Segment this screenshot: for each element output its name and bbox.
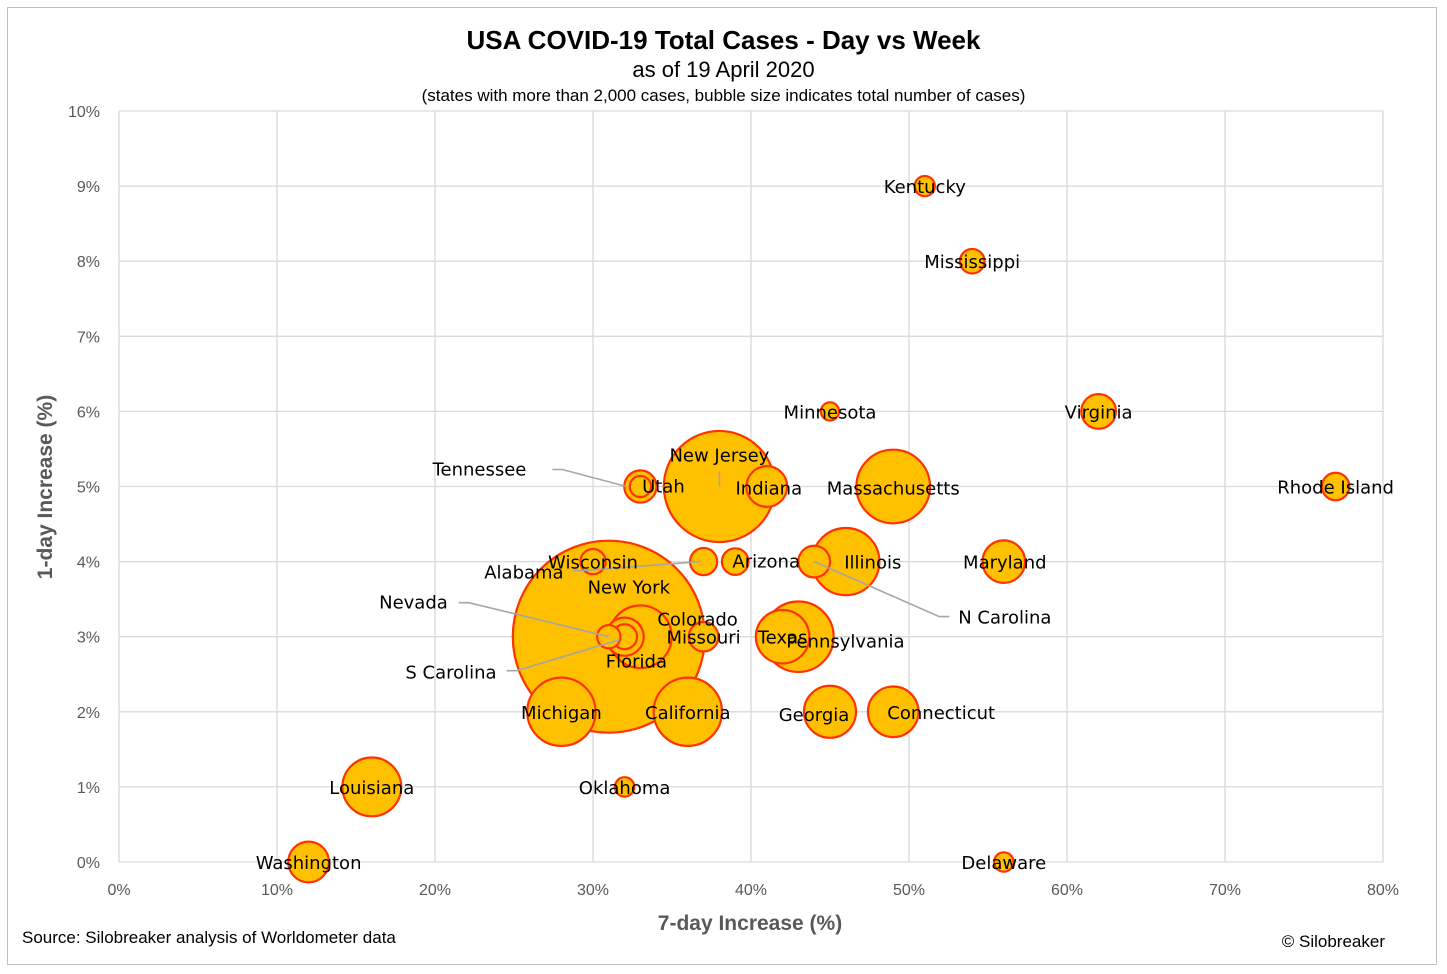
bubble-louisiana xyxy=(341,756,403,818)
leader-s-carolina xyxy=(506,638,620,672)
leader-n-carolina xyxy=(813,560,950,618)
y-tick-label: 3% xyxy=(77,630,100,647)
y-tick-label: 0% xyxy=(77,855,100,872)
label-connecticut: Connecticut xyxy=(887,703,995,724)
leader-lines xyxy=(458,468,950,672)
label-arizona: Arizona xyxy=(732,552,800,573)
bubble-maryland xyxy=(981,539,1027,584)
y-tick-label: 4% xyxy=(77,555,100,572)
label-washington: Washington xyxy=(256,853,362,874)
label-indiana: Indiana xyxy=(735,479,802,500)
y-tick-label: 1% xyxy=(77,780,100,797)
y-axis-title: 1-day Increase (%) xyxy=(34,395,57,579)
chart-subtitle: as of 19 April 2020 xyxy=(632,57,815,82)
bubble-indiana xyxy=(745,465,789,508)
chart-frame xyxy=(7,7,1437,965)
copyright-note: © Silobreaker xyxy=(1281,932,1385,951)
label-mississippi: Mississippi xyxy=(924,252,1020,273)
chart-note: (states with more than 2,000 cases, bubb… xyxy=(421,86,1026,105)
label-s-carolina: S Carolina xyxy=(405,663,496,684)
x-tick-label: 10% xyxy=(261,882,293,899)
label-florida: Florida xyxy=(606,652,667,673)
bubble-texas xyxy=(754,608,811,665)
x-tick-label: 20% xyxy=(419,882,451,899)
x-tick-label: 40% xyxy=(735,882,767,899)
label-rhode-island: Rhode Island xyxy=(1277,478,1394,499)
label-delaware: Delaware xyxy=(961,853,1046,874)
x-tick-label: 30% xyxy=(577,882,609,899)
y-tick-label: 9% xyxy=(77,179,100,196)
bubble-massachusetts xyxy=(855,448,932,525)
x-tick-label: 70% xyxy=(1209,882,1241,899)
label-california: California xyxy=(645,703,730,724)
chart-title: USA COVID-19 Total Cases - Day vs Week xyxy=(466,25,981,55)
leader-alabama xyxy=(572,560,701,572)
label-nevada: Nevada xyxy=(379,593,448,614)
x-tick-label: 50% xyxy=(893,882,925,899)
bubble-wisconsin xyxy=(579,547,607,576)
label-n-carolina: N Carolina xyxy=(958,608,1051,629)
source-note: Source: Silobreaker analysis of Worldome… xyxy=(22,928,396,947)
x-tick-label: 80% xyxy=(1367,882,1399,899)
label-maryland: Maryland xyxy=(963,553,1046,574)
x-tick-label: 0% xyxy=(107,882,130,899)
bubble-michigan xyxy=(526,676,597,748)
state-labels: Kentucky Mississippi Minnesota Virginia Rhod… xyxy=(256,177,1394,874)
label-texas: Texas xyxy=(757,628,808,649)
label-louisiana: Louisiana xyxy=(329,778,414,799)
bubble-utah xyxy=(628,474,653,499)
label-alabama: Alabama xyxy=(484,563,563,584)
bubble-kentucky xyxy=(913,174,936,198)
label-tennessee: Tennessee xyxy=(432,460,527,481)
label-kentucky: Kentucky xyxy=(884,177,967,198)
label-illinois: Illinois xyxy=(844,553,901,574)
label-wisconsin: Wisconsin xyxy=(548,553,638,574)
bubbles xyxy=(287,174,1351,884)
bubble-california xyxy=(652,676,724,748)
label-new-jersey: New Jersey xyxy=(669,446,769,467)
x-axis-title: 7-day Increase (%) xyxy=(658,912,842,935)
leader-tennessee xyxy=(552,468,627,488)
label-michigan: Michigan xyxy=(521,703,602,724)
y-tick-label: 6% xyxy=(77,404,100,421)
label-virginia: Virginia xyxy=(1065,402,1133,423)
bubble-delaware xyxy=(993,851,1015,873)
label-missouri: Missouri xyxy=(667,628,741,649)
gridlines xyxy=(118,110,1384,863)
bubble-minnesota xyxy=(819,401,841,422)
label-utah: Utah xyxy=(642,477,685,498)
bubble-alabama xyxy=(688,546,719,577)
y-tick-label: 7% xyxy=(77,329,100,346)
bubble-virginia xyxy=(1080,392,1118,430)
axis-ticks: 0% 10% 20% 30% 40% 50% 60% 70% 80% 0% 1% 2% 3% 4% 5% 6%… xyxy=(68,104,1399,899)
bubble-oklahoma xyxy=(613,776,636,798)
label-georgia: Georgia xyxy=(779,705,850,726)
bubble-arizona xyxy=(720,547,750,576)
bubble-connecticut xyxy=(866,685,920,739)
label-new-york: New York xyxy=(588,578,671,599)
bubble-missouri xyxy=(687,620,720,653)
bubble-georgia xyxy=(802,684,858,739)
label-colorado: Colorado xyxy=(657,610,737,631)
label-oklahoma: Oklahoma xyxy=(579,778,671,799)
y-tick-label: 10% xyxy=(68,104,100,121)
bubble-washington xyxy=(287,840,331,884)
label-massachusetts: Massachusetts xyxy=(827,479,960,500)
bubble-rhode-island xyxy=(1320,471,1351,502)
label-pennsylvania: Pennsylvania xyxy=(786,632,904,653)
y-tick-label: 8% xyxy=(77,254,100,271)
y-tick-label: 5% xyxy=(77,480,100,497)
bubble-mississippi xyxy=(958,247,986,275)
y-tick-label: 2% xyxy=(77,705,100,722)
leader-nevada xyxy=(458,601,609,638)
x-tick-label: 60% xyxy=(1051,882,1083,899)
label-minnesota: Minnesota xyxy=(784,402,877,423)
